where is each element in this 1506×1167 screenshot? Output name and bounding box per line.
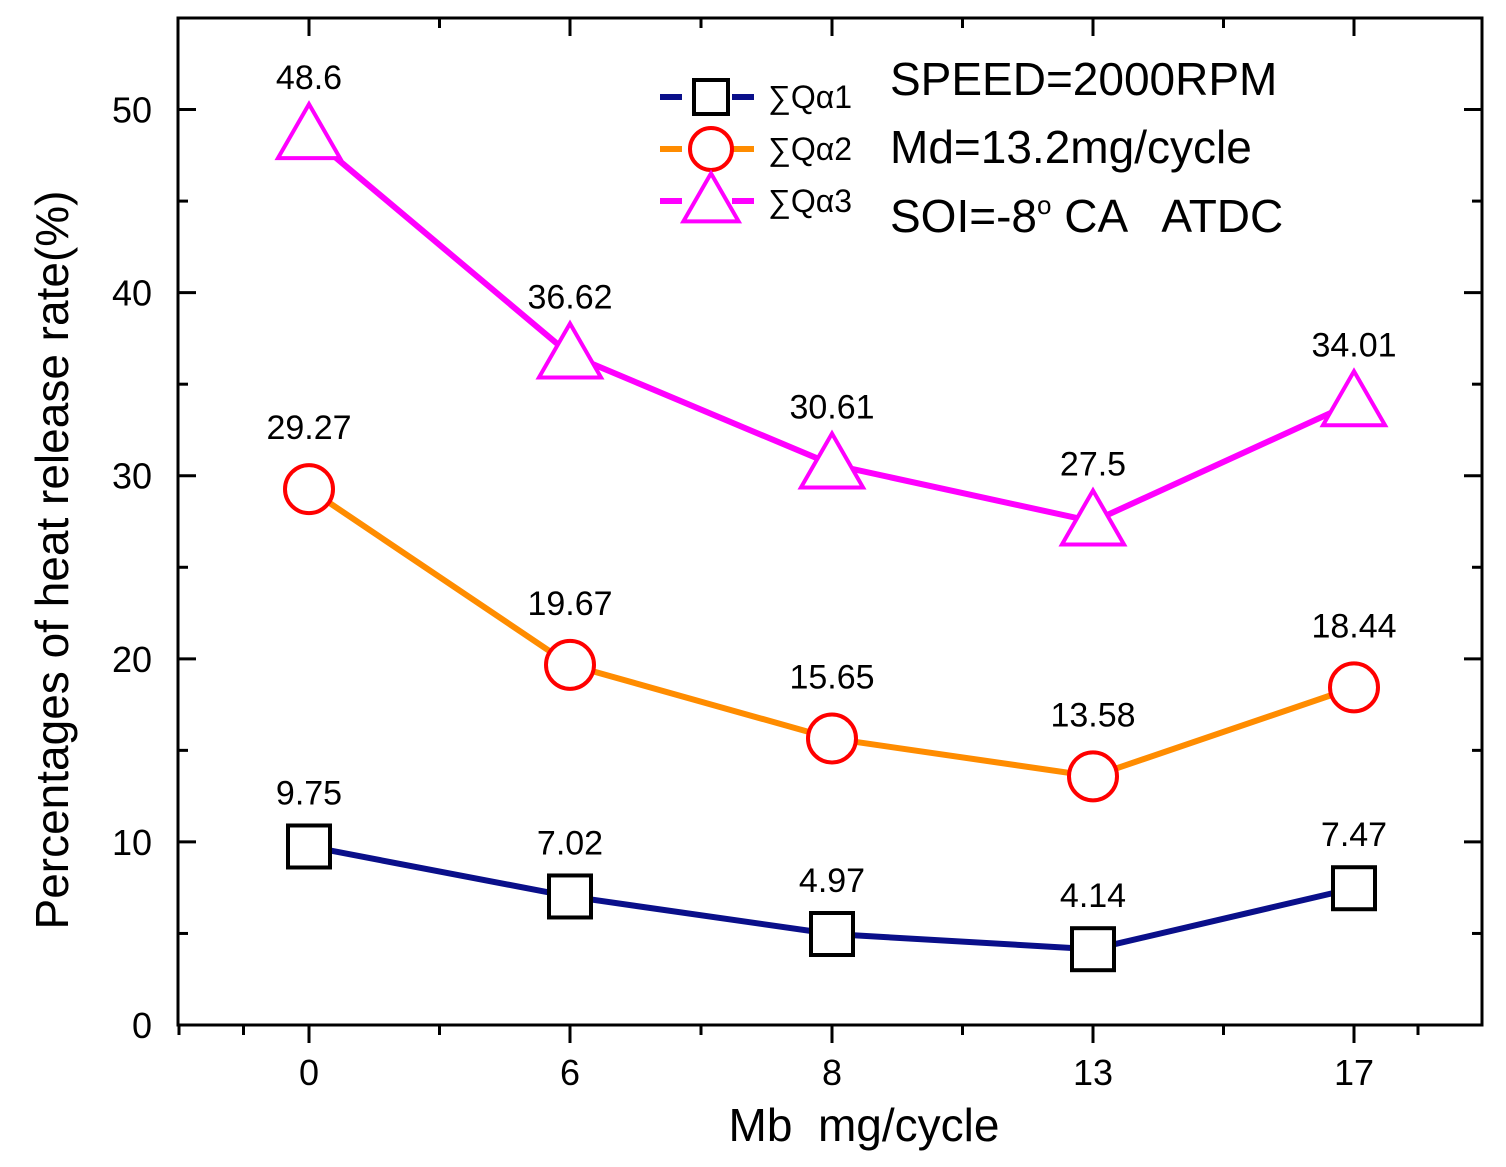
legend-label-2: ∑Qα2 — [768, 131, 852, 167]
x-tick-label: 8 — [822, 1052, 842, 1093]
series-2-marker — [806, 712, 858, 765]
series-lines — [307, 132, 1356, 953]
series-1-marker — [809, 911, 855, 958]
series-1-data-label: 9.75 — [276, 774, 342, 812]
series-1-data-label: 4.14 — [1060, 877, 1126, 915]
x-tick-label: 6 — [560, 1052, 580, 1093]
data-labels: 9.75 7.02 4.97 4.14 7.47 29.27 19.67 15.65 13.58… — [266, 59, 1396, 915]
x-tick-label: 17 — [1334, 1052, 1374, 1093]
plot-frame — [176, 16, 1484, 1027]
series-markers — [274, 100, 1389, 973]
series-1-data-label: 4.97 — [799, 862, 865, 900]
y-tick-label: 30 — [112, 456, 152, 497]
series-3-marker — [1058, 486, 1128, 547]
series-3-marker — [274, 100, 344, 161]
x-tick-label: 13 — [1073, 1052, 1113, 1093]
series-1-marker — [286, 823, 332, 870]
y-tick-label: 20 — [112, 639, 152, 680]
series-3-data-label: 27.5 — [1060, 446, 1126, 484]
series-2-data-label: 13.58 — [1050, 696, 1135, 734]
legend-label-3: ∑Qα3 — [768, 183, 852, 219]
legend-marker-3 — [679, 169, 743, 224]
annotation-soi-degree: o — [1037, 190, 1051, 220]
series-1-marker — [1331, 865, 1377, 912]
series-3-marker — [1319, 367, 1389, 428]
series-1-data-label: 7.02 — [537, 824, 603, 862]
series-3-marker — [797, 429, 867, 490]
series-2-marker — [1067, 750, 1119, 803]
series-2-marker — [283, 463, 335, 516]
annotation-md: Md=13.2mg/cycle — [890, 121, 1252, 173]
legend-marker-2 — [688, 126, 734, 172]
series-3-data-label: 36.62 — [527, 279, 612, 317]
annotation-speed: SPEED=2000RPM — [890, 53, 1277, 105]
series-1-marker — [547, 873, 593, 920]
annotation-soi: SOI=-8o CA ATDC — [890, 190, 1283, 242]
annotation-soi-tail: CA ATDC — [1051, 190, 1283, 242]
series-3-data-label: 30.61 — [789, 389, 874, 427]
series-2-data-label: 19.67 — [527, 585, 612, 623]
series-1-data-label: 7.47 — [1321, 816, 1387, 854]
y-tick-label: 50 — [112, 90, 152, 131]
y-tick-label: 40 — [112, 273, 152, 314]
series-3-marker — [535, 319, 605, 380]
series-3-data-label: 48.6 — [276, 59, 342, 97]
annotation-soi-text: SOI=-8 — [890, 190, 1037, 242]
annotations: SPEED=2000RPM Md=13.2mg/cycle SOI=-8o CA… — [890, 53, 1283, 242]
legend: ∑Qα1 ∑Qα2 ∑Qα3 — [660, 78, 852, 224]
y-axis-title: Percentages of heat release rate(%) — [26, 191, 78, 930]
series-1-marker — [1070, 926, 1116, 973]
series-2-data-label: 29.27 — [266, 409, 351, 447]
legend-marker-1 — [692, 78, 730, 116]
legend-label-1: ∑Qα1 — [768, 79, 852, 115]
series-2-marker — [1328, 661, 1380, 714]
axes: 0 10 20 30 40 50 0 6 8 13 17 — [112, 16, 1484, 1093]
y-tick-label: 10 — [112, 822, 152, 863]
y-tick-label: 0 — [132, 1005, 152, 1046]
series-2-data-label: 15.65 — [789, 658, 874, 696]
series-2-data-label: 18.44 — [1311, 607, 1396, 645]
series-3-data-label: 34.01 — [1311, 326, 1396, 364]
series-2-marker — [544, 638, 596, 691]
x-tick-label: 0 — [299, 1052, 319, 1093]
x-axis-title: Mb mg/cycle — [729, 1099, 1000, 1151]
